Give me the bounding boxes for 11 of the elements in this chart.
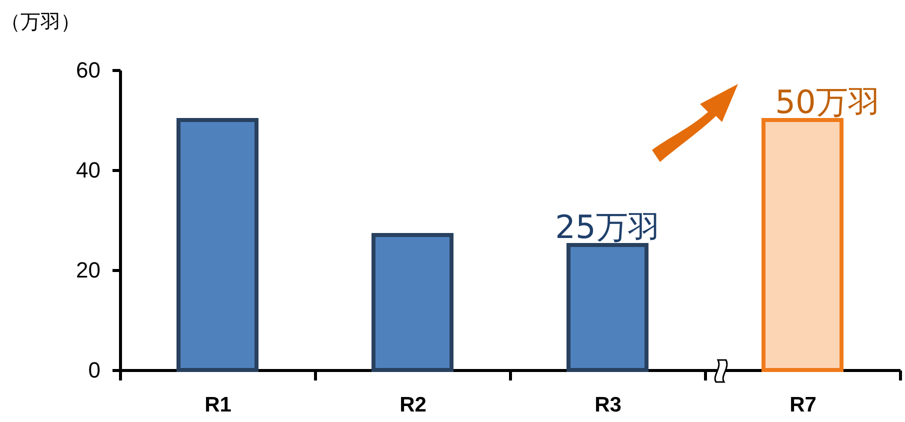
- y-tick-label: 60: [76, 58, 100, 82]
- y-tick-label: 40: [76, 158, 100, 182]
- x-tick-label: R7: [790, 394, 816, 416]
- x-tick-label: R3: [594, 394, 622, 416]
- y-tick-label: 0: [88, 358, 100, 382]
- annotation: 50万羽: [775, 83, 880, 121]
- annotation: 25万羽: [555, 208, 660, 246]
- y-tick-label: 20: [76, 258, 100, 282]
- x-tick-label: R1: [204, 394, 232, 416]
- y-axis-title: （万羽）: [0, 12, 80, 34]
- x-tick-label: R2: [400, 394, 426, 416]
